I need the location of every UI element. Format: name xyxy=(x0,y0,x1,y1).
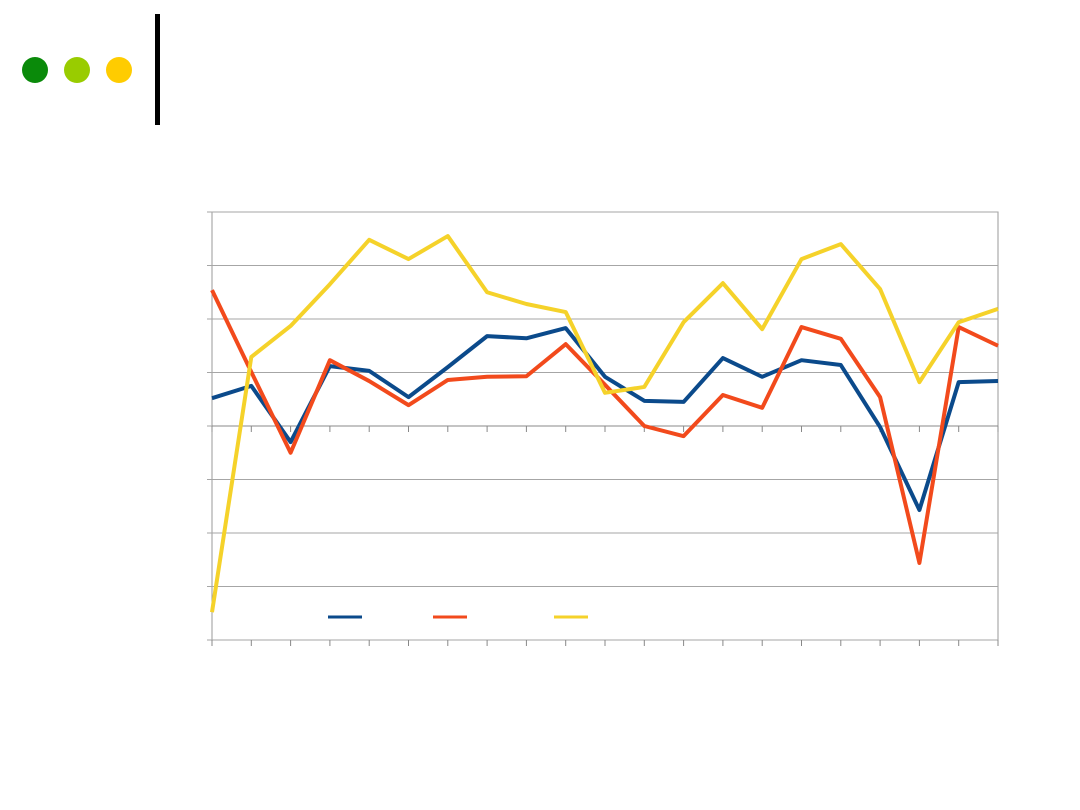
decor-bar xyxy=(155,14,160,125)
decor-dot xyxy=(64,57,90,83)
decor-dot xyxy=(106,57,132,83)
decor-dot xyxy=(22,57,48,83)
series-line xyxy=(210,289,999,565)
series-line xyxy=(211,326,999,512)
series-line xyxy=(210,234,999,613)
